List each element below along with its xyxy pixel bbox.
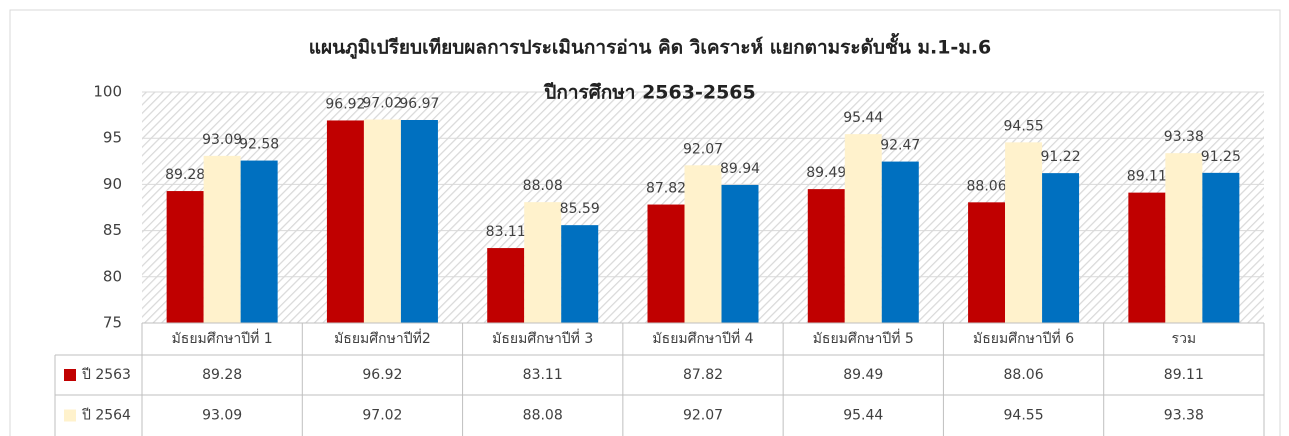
data-label: 97.02 bbox=[362, 96, 402, 112]
bar bbox=[844, 134, 882, 323]
data-label: 88.08 bbox=[523, 178, 563, 194]
category-label: มัธยมศึกษาปีที่ 3 bbox=[492, 329, 593, 347]
data-label: 93.38 bbox=[1164, 129, 1204, 145]
y-tick-label: 95 bbox=[103, 129, 122, 147]
data-label: 85.59 bbox=[560, 201, 600, 217]
bar bbox=[684, 165, 722, 323]
data-label: 87.82 bbox=[646, 181, 686, 197]
table-cell: 93.09 bbox=[202, 408, 242, 424]
data-label: 91.25 bbox=[1201, 149, 1241, 165]
y-tick-label: 90 bbox=[103, 175, 122, 193]
data-label: 88.06 bbox=[967, 178, 1007, 194]
bar bbox=[400, 119, 438, 324]
data-label: 92.47 bbox=[880, 138, 920, 154]
bar bbox=[524, 202, 562, 323]
bar bbox=[721, 184, 759, 323]
table-cell: 89.49 bbox=[843, 367, 883, 383]
legend-label: ปี 2564 bbox=[82, 408, 132, 424]
bar bbox=[203, 155, 241, 323]
data-label: 89.28 bbox=[165, 167, 205, 183]
category-label: รวม bbox=[1172, 331, 1197, 347]
bar bbox=[1165, 153, 1203, 323]
category-label: มัธยมศึกษาปีที่ 5 bbox=[813, 329, 914, 347]
legend-swatch bbox=[64, 409, 76, 422]
bar bbox=[363, 119, 401, 323]
table-cell: 97.02 bbox=[362, 408, 402, 424]
y-tick-label: 100 bbox=[93, 83, 122, 101]
legend-label: ปี 2563 bbox=[82, 367, 131, 383]
bar bbox=[326, 120, 364, 323]
table-cell: 95.44 bbox=[843, 408, 883, 424]
category-label: มัธยมศึกษาปีที่ 4 bbox=[652, 329, 753, 347]
y-tick-label: 85 bbox=[103, 221, 122, 239]
table-cell: 88.08 bbox=[523, 408, 563, 424]
bar bbox=[487, 248, 525, 323]
bar bbox=[561, 225, 599, 323]
y-tick-label: 80 bbox=[103, 267, 122, 285]
category-label: มัธยมศึกษาปีที่ 1 bbox=[172, 329, 273, 347]
category-label: มัธยมศึกษาปีที่ 6 bbox=[973, 329, 1074, 347]
table-cell: 87.82 bbox=[683, 367, 723, 383]
bar bbox=[1042, 173, 1080, 323]
data-label: 96.97 bbox=[399, 96, 439, 112]
bar bbox=[881, 161, 919, 323]
chart-subtitle: ปีการศึกษา 2563-2565 bbox=[543, 82, 755, 104]
category-label: มัธยมศึกษาปีที่2 bbox=[334, 329, 431, 347]
data-label: 94.55 bbox=[1004, 118, 1044, 134]
legend-swatch bbox=[64, 369, 76, 381]
table-cell: 88.06 bbox=[1004, 367, 1044, 383]
bar bbox=[1005, 142, 1043, 323]
data-label: 91.22 bbox=[1041, 149, 1081, 165]
bar bbox=[240, 160, 278, 323]
data-label: 83.11 bbox=[486, 224, 526, 240]
table-cell: 93.38 bbox=[1164, 408, 1204, 424]
table-cell: 89.28 bbox=[202, 367, 242, 383]
bar bbox=[807, 189, 845, 323]
bar bbox=[647, 204, 685, 323]
y-tick-label: 75 bbox=[103, 314, 122, 332]
data-label: 92.07 bbox=[683, 141, 723, 157]
data-label: 95.44 bbox=[843, 110, 883, 126]
table-cell: 92.07 bbox=[683, 408, 723, 424]
data-label: 89.94 bbox=[720, 161, 760, 177]
data-label: 89.11 bbox=[1127, 169, 1167, 185]
table-cell: 96.92 bbox=[362, 367, 402, 383]
bar bbox=[1202, 172, 1240, 323]
bar bbox=[166, 191, 204, 323]
data-label: 93.09 bbox=[202, 132, 242, 148]
data-label: 96.92 bbox=[325, 96, 365, 112]
table-cell: 89.11 bbox=[1164, 367, 1204, 383]
data-label: 92.58 bbox=[239, 137, 279, 153]
bar bbox=[1128, 192, 1166, 323]
table-cell: 83.11 bbox=[523, 367, 563, 383]
chart-title: แผนภูมิเปรียบเทียบผลการประเมินการอ่าน คิ… bbox=[309, 33, 992, 60]
table-cell: 94.55 bbox=[1004, 408, 1044, 424]
data-label: 89.49 bbox=[806, 165, 846, 181]
bar bbox=[968, 202, 1006, 323]
